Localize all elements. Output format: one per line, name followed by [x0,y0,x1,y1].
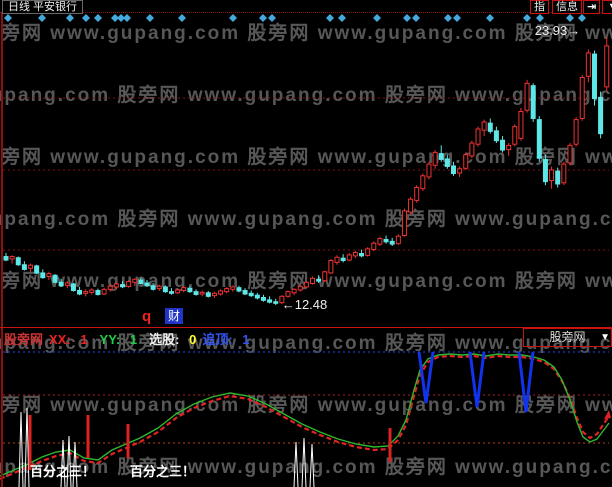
indicator-source-name: 股旁网 [4,332,44,347]
yy-label: YY: [99,332,121,347]
watermark-text: 股旁网 www.gupang.com 股旁网 www.gupang.com 股旁… [0,457,612,478]
skip-forward-icon[interactable]: ⇥ [583,0,601,14]
watermark-text: 股旁网 www.gupang.com 股旁网 www.gupang.com 股旁… [0,333,612,354]
high-price-label: 23.93→ [535,23,581,38]
indicator-button[interactable]: 指 [530,0,549,14]
select-stock-value: 0 [189,332,197,347]
percent-three-alert-2: 百分之三！ [130,464,196,479]
top-bar: 日线 平安银行 指 信息 ⇥ ▼ [0,0,612,14]
watermark-text: 股旁网 www.gupang.com 股旁网 www.gupang.com 股旁… [0,147,612,168]
yy-value: 1 [129,332,138,347]
xx-value: 1 [80,332,88,347]
watermark-text: 股旁网 www.gupang.com 股旁网 www.gupang.com 股旁… [0,395,612,416]
percent-three-alert-1: 百分之三！ [30,464,96,479]
q-signal-mark: q [142,308,152,325]
chase-top-value: 1 [242,332,250,347]
high-arrow-icon: → [567,23,581,38]
low-price-value: 12.48 [294,297,328,312]
low-price-label: ←12.48 [282,297,328,312]
chevron-down-icon[interactable]: ▼ [600,332,610,343]
high-price-value: 23.93 [534,23,568,38]
panel-separator-line [0,327,612,328]
info-button[interactable]: 信息 [552,0,582,14]
indicator-header: 股旁网 XX: 1 YY: 1 选股: 0 追顶: 1 [4,329,262,347]
chart-title: 日线 平安银行 [2,0,84,14]
indicator-name-box[interactable]: 股旁网 ▼ [523,328,612,347]
chase-top-label: 追顶: [202,332,233,347]
select-stock-label: 选股: [149,332,180,347]
watermark-text: 股旁网 www.gupang.com 股旁网 www.gupang.com 股旁… [0,85,612,106]
left-border-line [1,12,3,487]
top-border-line [0,12,612,13]
watermark-text: 股旁网 www.gupang.com 股旁网 www.gupang.com 股旁… [0,209,612,230]
cai-signal-badge: 财 [165,308,184,324]
edge-dropdown-icon[interactable]: ▼ [602,0,612,14]
xx-label: XX: [49,332,71,347]
watermark-text: 股旁网 www.gupang.com 股旁网 www.gupang.com 股旁… [0,23,612,44]
low-arrow-icon: ← [281,297,295,312]
indicator-right-name: 股旁网 [549,330,586,344]
